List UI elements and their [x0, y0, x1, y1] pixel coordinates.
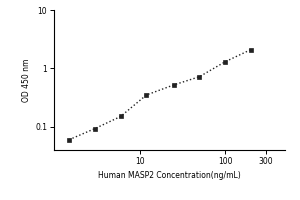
Y-axis label: OD 450 nm: OD 450 nm — [22, 58, 31, 102]
X-axis label: Human MASP2 Concentration(ng/mL): Human MASP2 Concentration(ng/mL) — [98, 171, 241, 180]
